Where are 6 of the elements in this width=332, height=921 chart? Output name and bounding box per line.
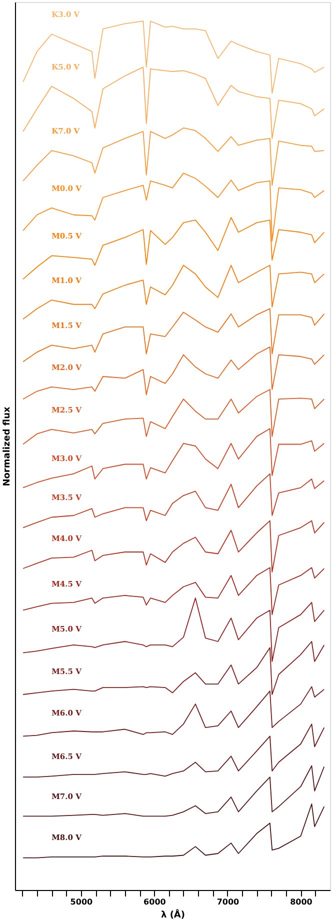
x-tick-label: 6000 [144,898,166,906]
x-tick-label: 7000 [216,898,240,906]
x-tick-label: 5000 [70,898,93,906]
x-tick-label: 8000 [290,898,313,906]
y-axis-title: Normalized flux [2,406,12,486]
x-axis-title: λ (Å) [160,908,186,920]
